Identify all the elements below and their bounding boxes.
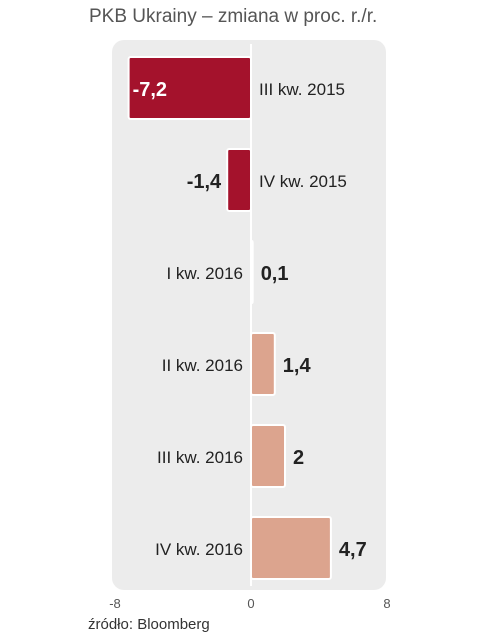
category-label: III kw. 2016 xyxy=(157,448,243,467)
category-label: II kw. 2016 xyxy=(162,356,243,375)
category-label: III kw. 2015 xyxy=(259,80,345,99)
bar xyxy=(250,516,332,580)
source-note: źródło: Bloomberg xyxy=(88,616,210,633)
chart-title: PKB Ukrainy – zmiana w proc. r./r. xyxy=(89,6,378,27)
data-label: -7,2 xyxy=(133,79,167,101)
data-label: 4,7 xyxy=(339,539,367,561)
bar xyxy=(250,240,254,304)
plot-background xyxy=(112,40,386,590)
bar xyxy=(226,148,252,212)
data-label: 1,4 xyxy=(283,355,312,377)
category-label: IV kw. 2015 xyxy=(259,172,347,191)
category-label: I kw. 2016 xyxy=(166,264,243,283)
bar xyxy=(250,424,286,488)
bar xyxy=(127,56,253,120)
x-tick-label: 0 xyxy=(247,596,254,611)
data-label: -1,4 xyxy=(187,171,222,193)
data-label: 0,1 xyxy=(261,263,289,285)
x-tick-label: 8 xyxy=(383,596,390,611)
category-label: IV kw. 2016 xyxy=(155,540,243,559)
bar xyxy=(250,332,276,396)
x-tick-label: -8 xyxy=(109,596,121,611)
data-label: 2 xyxy=(293,447,304,469)
